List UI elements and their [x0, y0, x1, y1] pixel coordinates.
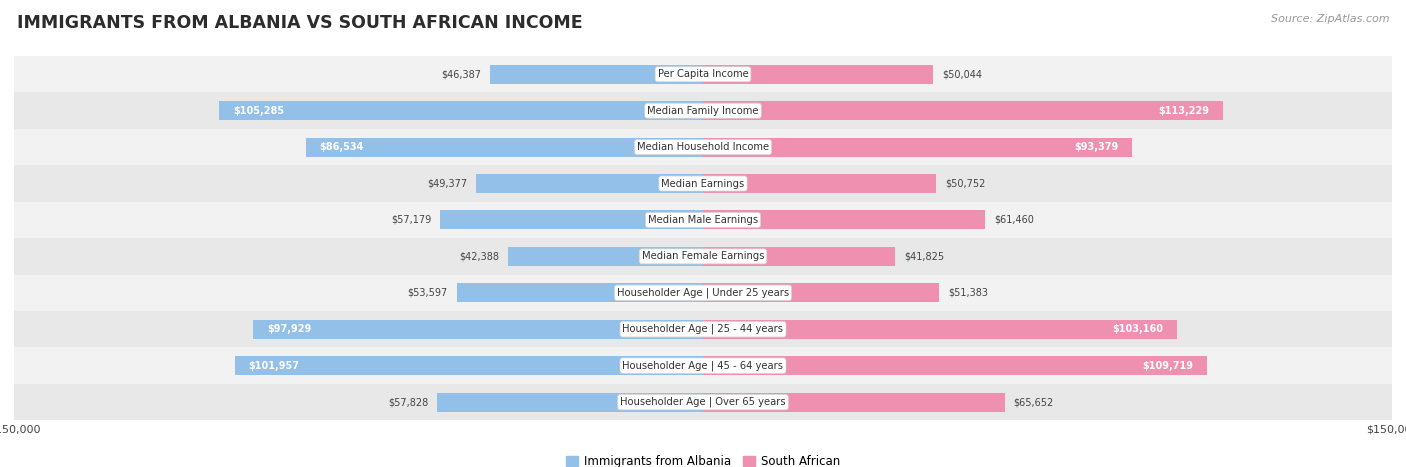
Text: $57,179: $57,179	[391, 215, 432, 225]
Text: $50,044: $50,044	[942, 69, 981, 79]
Bar	[703, 356, 1206, 375]
Text: Householder Age | Over 65 years: Householder Age | Over 65 years	[620, 397, 786, 407]
Text: $57,828: $57,828	[388, 397, 429, 407]
Bar	[477, 174, 703, 193]
Bar	[703, 393, 1004, 411]
Text: $51,383: $51,383	[948, 288, 988, 298]
Text: $65,652: $65,652	[1014, 397, 1054, 407]
Text: Median Female Earnings: Median Female Earnings	[641, 251, 765, 262]
Bar	[457, 283, 703, 302]
Bar	[14, 238, 1392, 275]
Bar	[437, 393, 703, 411]
Bar	[703, 65, 932, 84]
Text: $113,229: $113,229	[1159, 106, 1209, 116]
Bar	[305, 138, 703, 156]
Bar	[703, 138, 1132, 156]
Bar	[219, 101, 703, 120]
Bar	[14, 56, 1392, 92]
Bar	[14, 92, 1392, 129]
Text: Per Capita Income: Per Capita Income	[658, 69, 748, 79]
Text: Source: ZipAtlas.com: Source: ZipAtlas.com	[1271, 14, 1389, 24]
Bar	[235, 356, 703, 375]
Bar	[440, 211, 703, 229]
Bar	[14, 129, 1392, 165]
Text: $105,285: $105,285	[233, 106, 284, 116]
Bar	[14, 165, 1392, 202]
Text: $49,377: $49,377	[427, 178, 467, 189]
Bar	[14, 275, 1392, 311]
Text: $61,460: $61,460	[994, 215, 1035, 225]
Bar	[703, 211, 986, 229]
Bar	[703, 101, 1223, 120]
Text: $93,379: $93,379	[1074, 142, 1118, 152]
Text: IMMIGRANTS FROM ALBANIA VS SOUTH AFRICAN INCOME: IMMIGRANTS FROM ALBANIA VS SOUTH AFRICAN…	[17, 14, 582, 32]
Bar	[14, 384, 1392, 420]
Bar	[703, 320, 1177, 339]
Bar	[489, 65, 703, 84]
Text: Householder Age | Under 25 years: Householder Age | Under 25 years	[617, 288, 789, 298]
Text: Median Earnings: Median Earnings	[661, 178, 745, 189]
Text: Median Household Income: Median Household Income	[637, 142, 769, 152]
Text: Median Male Earnings: Median Male Earnings	[648, 215, 758, 225]
Text: $97,929: $97,929	[267, 324, 311, 334]
Bar	[14, 311, 1392, 347]
Text: $86,534: $86,534	[319, 142, 364, 152]
Text: $101,957: $101,957	[249, 361, 299, 371]
Bar	[253, 320, 703, 339]
Bar	[703, 283, 939, 302]
Text: $46,387: $46,387	[440, 69, 481, 79]
Text: $109,719: $109,719	[1142, 361, 1194, 371]
Legend: Immigrants from Albania, South African: Immigrants from Albania, South African	[561, 450, 845, 467]
Bar	[703, 174, 936, 193]
Text: $50,752: $50,752	[945, 178, 986, 189]
Text: $41,825: $41,825	[904, 251, 945, 262]
Bar	[14, 347, 1392, 384]
Bar	[14, 202, 1392, 238]
Text: Householder Age | 45 - 64 years: Householder Age | 45 - 64 years	[623, 361, 783, 371]
Text: Median Family Income: Median Family Income	[647, 106, 759, 116]
Text: $103,160: $103,160	[1112, 324, 1163, 334]
Text: $53,597: $53,597	[408, 288, 447, 298]
Bar	[509, 247, 703, 266]
Text: Householder Age | 25 - 44 years: Householder Age | 25 - 44 years	[623, 324, 783, 334]
Bar	[703, 247, 896, 266]
Text: $42,388: $42,388	[460, 251, 499, 262]
